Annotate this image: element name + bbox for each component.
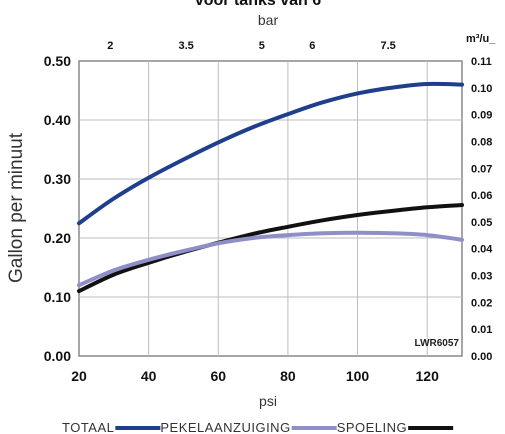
chart-title: voor tanks van 6 [195,0,321,9]
legend-label-totaal: TOTAAL [62,420,114,434]
x-tick-label: 60 [210,368,226,384]
right-tick-label: 0.04 [471,244,493,256]
y-tick-label: 0.50 [44,53,71,69]
bottom-axis-label: psi [259,393,277,409]
right-tick-label: 0.03 [471,271,492,283]
top-axis-label: bar [258,12,279,28]
x-tick-label: 100 [346,368,370,384]
top-tick-label: 7.5 [380,40,395,52]
legend-label-spoeling: SPOELING [337,420,407,434]
right-tick-label: 0.05 [471,217,492,229]
right-tick-label: 0.00 [471,351,492,363]
x-tick-label: 120 [416,368,440,384]
y-tick-label: 0.20 [44,230,71,246]
y-tick-label: 0.00 [44,348,71,364]
x-tick-label: 80 [280,368,296,384]
right-tick-label: 0.06 [471,190,492,202]
y-tick-label: 0.30 [44,171,71,187]
right-tick-label: 0.10 [471,83,492,95]
legend: TOTAAL PEKELAANZUIGING SPOELING [62,420,453,434]
top-tick-label: 3.5 [178,40,193,52]
y-tick-label: 0.10 [44,289,71,305]
legend-label-pekelaanzuiging: PEKELAANZUIGING [160,420,290,434]
right-axis-label: m³/u_ [466,33,496,45]
left-axis-label: Gallon per minuut [6,132,27,283]
right-tick-label: 0.08 [471,136,492,148]
x-tick-label: 20 [71,368,87,384]
top-tick-label: 5 [259,40,265,52]
right-tick-label: 0.09 [471,110,492,122]
top-tick-label: 6 [309,40,315,52]
right-tick-label: 0.02 [471,297,492,309]
y-tick-label: 0.40 [44,112,71,128]
chart-annotation: LWR6057 [415,338,460,349]
right-tick-label: 0.01 [471,324,492,336]
right-tick-label: 0.11 [471,56,492,68]
right-tick-label: 0.07 [471,163,492,175]
top-tick-label: 2 [107,40,113,52]
x-tick-label: 40 [141,368,157,384]
